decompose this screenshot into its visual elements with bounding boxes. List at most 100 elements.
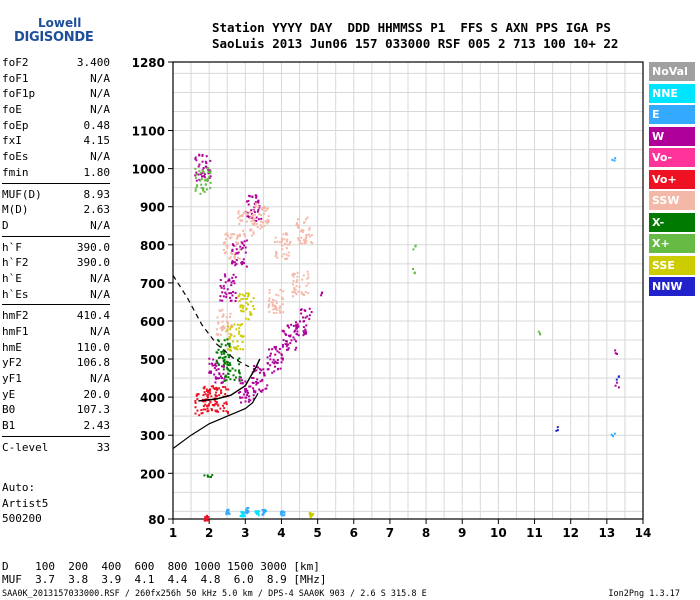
echo-pixel (272, 358, 275, 361)
echo-pixel (266, 222, 269, 225)
echo-pixel (258, 388, 261, 391)
echo-pixel (302, 316, 305, 319)
echo-pixel (252, 297, 255, 300)
echo-pixel (292, 272, 295, 275)
echo-pixel (287, 326, 290, 329)
echo-pixel (305, 324, 308, 327)
echo-pixel (214, 409, 217, 412)
param-name: h`E (2, 271, 22, 285)
param-value: N/A (90, 271, 110, 285)
echo-pixel (238, 294, 241, 297)
echo-pixel (199, 173, 202, 176)
echo-pixel (233, 261, 236, 264)
echo-pixel (243, 511, 246, 514)
echo-pixel (206, 475, 209, 478)
echo-pixel (230, 236, 233, 239)
echo-pixel (228, 342, 231, 345)
echo-pixel (222, 328, 225, 331)
note-line: 500200 (2, 512, 42, 526)
echo-pixel (305, 235, 308, 238)
echo-pixel (258, 206, 261, 209)
echo-pixel (264, 206, 267, 209)
echo-pixel (279, 510, 282, 513)
echo-pixel (223, 379, 226, 382)
echo-pixel (261, 389, 264, 392)
echo-pixel (272, 311, 275, 314)
echo-pixel (286, 238, 289, 241)
echo-pixel (228, 292, 231, 295)
echo-pixel (242, 513, 245, 516)
echo-pixel (218, 373, 221, 376)
echo-pixel (256, 210, 259, 213)
param-value: 2.43 (83, 419, 111, 433)
echo-pixel (274, 360, 277, 363)
echo-pixel (248, 195, 251, 198)
echo-pixel (217, 404, 220, 407)
echo-pixel (266, 384, 269, 387)
echo-pixel (224, 241, 227, 244)
echo-pixel (234, 257, 237, 260)
echo-pixel (266, 362, 269, 365)
echo-pixel (225, 244, 228, 247)
echo-pixel (236, 234, 239, 237)
echo-pixel (254, 391, 257, 394)
param-value: N/A (90, 287, 110, 301)
echo-pixel (247, 292, 250, 295)
echo-pixel (205, 188, 208, 191)
echo-pixel (207, 171, 210, 174)
echo-pixel (254, 201, 257, 204)
echo-pixel (242, 297, 245, 300)
param-row: foE N/A (2, 102, 110, 118)
echo-pixel (215, 351, 218, 354)
echo-pixel (209, 187, 212, 190)
param-row: hmF2 410.4 (2, 308, 110, 324)
echo-pixel (225, 513, 228, 516)
param-name: M(D) (2, 203, 29, 217)
echo-pixel (274, 236, 277, 239)
param-value: 106.8 (76, 356, 110, 370)
legend-entry: Vo- (649, 148, 695, 167)
echo-pixel (266, 356, 269, 359)
echo-pixel (208, 370, 211, 373)
echo-pixel (244, 396, 247, 399)
echo-pixel (234, 291, 237, 294)
echo-pixel (253, 213, 256, 216)
echo-pixel (198, 153, 201, 156)
echo-pixel (224, 275, 227, 278)
echo-pixel (219, 310, 222, 313)
echo-pixel (247, 293, 250, 296)
echo-pixel (245, 301, 248, 304)
echo-pixel (217, 368, 220, 371)
echo-pixel (280, 354, 283, 357)
echo-pixel (195, 393, 198, 396)
echo-pixel (265, 208, 268, 211)
echo-pixel (213, 366, 216, 369)
echo-pixel (243, 294, 246, 297)
legend-entry: X+ (649, 234, 695, 253)
echo-pixel (225, 379, 228, 382)
echo-pixel (248, 398, 251, 401)
echo-pixel (208, 357, 211, 360)
echo-pixel (275, 302, 278, 305)
echo-pixel (194, 406, 197, 409)
echo-pixel (201, 172, 204, 175)
echo-pixel (268, 288, 271, 291)
echo-pixel (215, 360, 218, 363)
echo-pixel (234, 245, 237, 248)
echo-pixel (274, 348, 277, 351)
echo-pixel (200, 186, 203, 189)
echo-pixel (252, 390, 255, 393)
echo-pixel (308, 228, 311, 231)
echo-pixel (216, 361, 219, 364)
echo-pixel (240, 241, 243, 244)
echo-pixel (260, 217, 263, 220)
echo-pixel (243, 233, 246, 236)
echo-pixel (206, 394, 209, 397)
echo-pixel (271, 361, 274, 364)
echo-pixel (204, 165, 207, 168)
echo-pixel (286, 348, 289, 351)
echo-pixel (262, 511, 265, 514)
echo-pixel (245, 265, 248, 268)
echo-pixel (224, 375, 227, 378)
param-row: hmF1 N/A (2, 324, 110, 340)
